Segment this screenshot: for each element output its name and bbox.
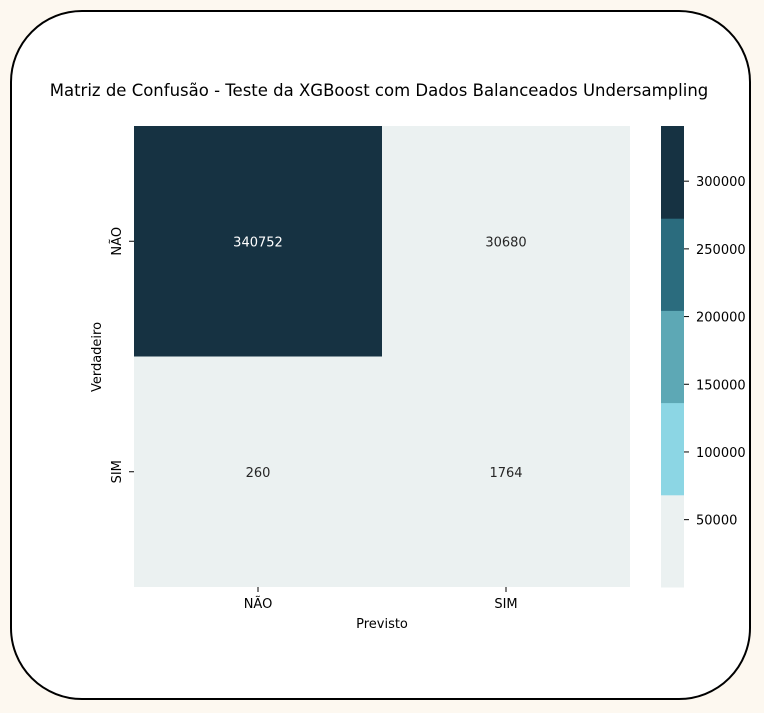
- colorbar-tick-label: 50000: [696, 514, 737, 529]
- colorbar-tick-label: 250000: [696, 243, 746, 258]
- colorbar-segment: [661, 310, 684, 404]
- cell-value-label: 30680: [485, 235, 526, 250]
- colorbar-segment: [661, 494, 684, 588]
- colorbar-segment: [661, 218, 684, 311]
- y-axis-ticks: NÃO SIM: [109, 227, 134, 483]
- y-tick-label: NÃO: [109, 227, 125, 256]
- heatmap-cells: 340752 30680 260 1764: [134, 126, 630, 587]
- y-tick-label: SIM: [110, 460, 125, 483]
- x-tick-label: SIM: [494, 597, 517, 612]
- colorbar-tick-label: 150000: [696, 378, 746, 393]
- colorbar-tick-label: 200000: [696, 311, 746, 326]
- x-axis-ticks: NÃO SIM: [244, 587, 518, 612]
- cell-value-label: 340752: [233, 235, 283, 250]
- x-axis-label: Previsto: [356, 617, 408, 632]
- x-tick-label: NÃO: [244, 596, 273, 612]
- colorbar-segment: [661, 126, 684, 219]
- chart-title: Matriz de Confusão - Teste da XGBoost co…: [50, 81, 709, 100]
- colorbar-segment: [661, 402, 684, 496]
- colorbar-tick-label: 300000: [696, 175, 746, 190]
- heatmap-cell: [134, 356, 382, 587]
- colorbar-tick-label: 100000: [696, 446, 746, 461]
- colorbar: 50000 100000 150000 200000 250000 300000: [661, 126, 746, 588]
- heatmap-cell: [382, 356, 630, 587]
- y-axis-label: Verdadeiro: [90, 322, 105, 392]
- heatmap-cell: [134, 126, 382, 357]
- cell-value-label: 1764: [489, 466, 522, 481]
- heatmap-cell: [382, 126, 630, 357]
- cell-value-label: 260: [246, 466, 271, 481]
